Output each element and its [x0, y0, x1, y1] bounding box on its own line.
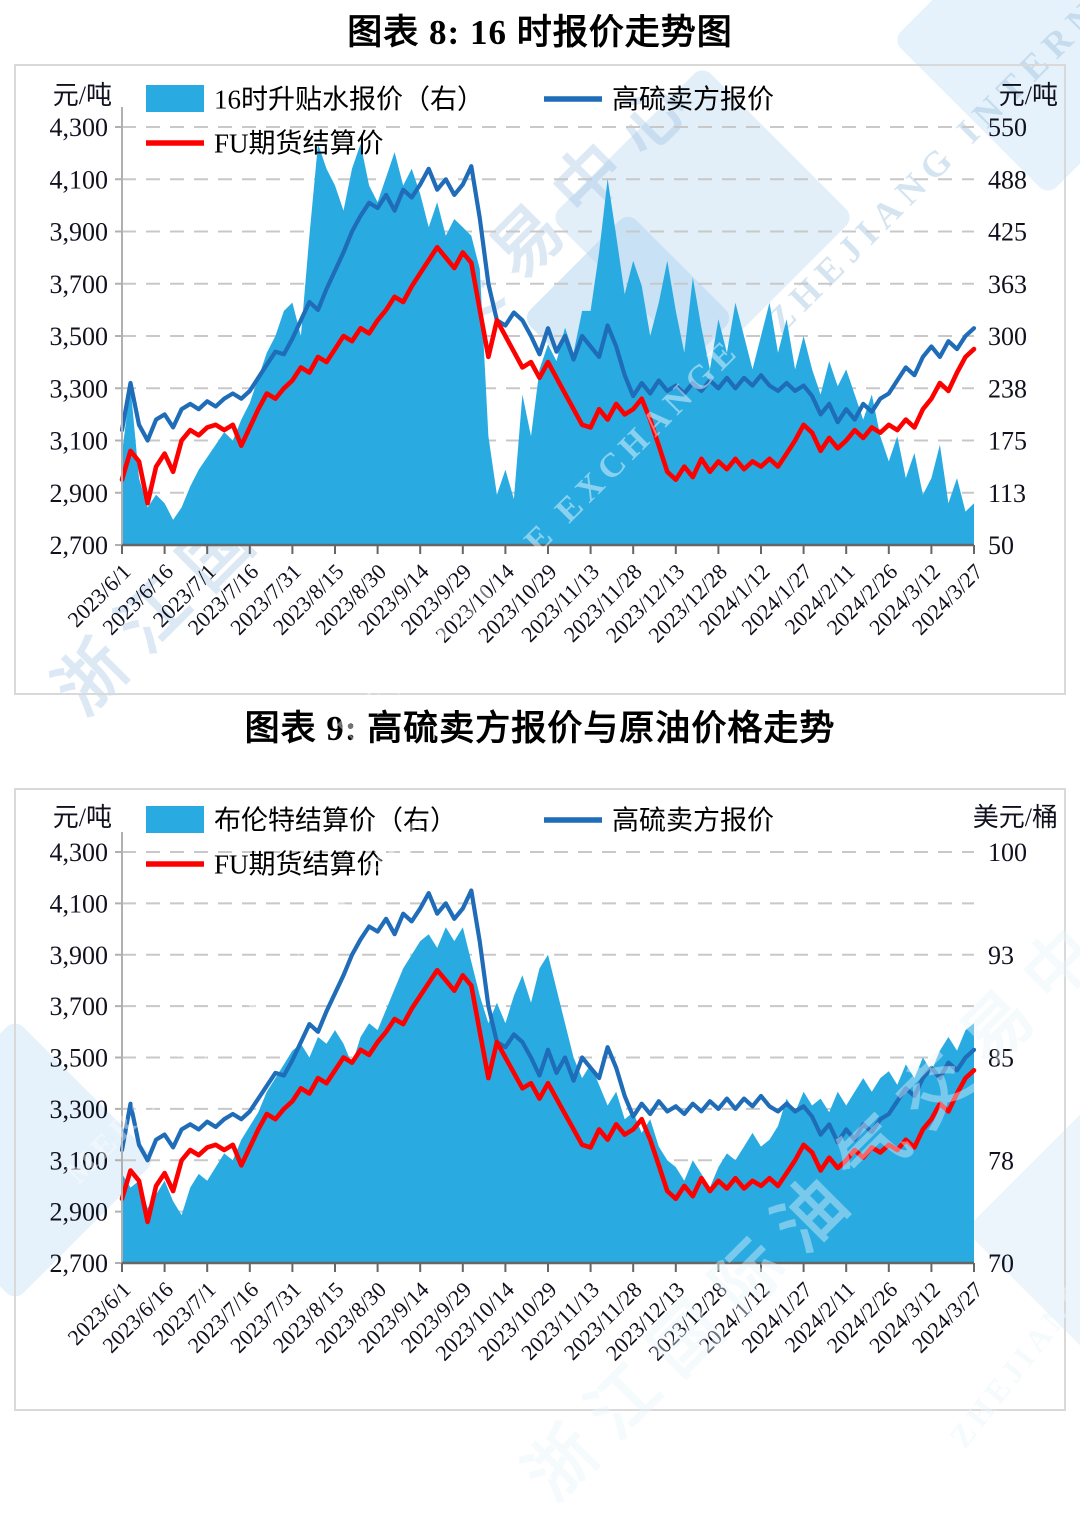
legend: 布伦特结算价（右） 高硫卖方报价 FU期货结算价 [146, 805, 774, 879]
y-left-tick: 2,900 [50, 479, 109, 508]
chart-9-figure: 4,300 100 4,100 3,900 93 3,700 3,500 85 3,300 3,1… [50, 803, 1059, 1365]
y-left-tick: 2,700 [50, 1249, 109, 1278]
line-series-1 [119, 888, 977, 1163]
chart-8-panel: 4,300 550 4,100 488 3,900 425 3,700 363 3,500 300… [14, 64, 1066, 695]
series [119, 888, 977, 1263]
y-right-tick: 550 [988, 113, 1027, 142]
y-left-tick: 3,700 [50, 992, 109, 1021]
y-left-tick: 3,500 [50, 322, 109, 351]
series [119, 143, 977, 545]
y-left-unit: 元/吨 [53, 81, 112, 110]
x-axis-labels: 2023/6/12023/6/162023/7/12023/7/162023/7… [63, 1263, 988, 1365]
y-right-tick: 238 [988, 374, 1027, 403]
report-page: { "watermark": { "org_cn": "浙江国际油气交易中心",… [0, 0, 1080, 1411]
y-left-tick: 3,100 [50, 1146, 109, 1175]
legend-label-area: 布伦特结算价（右） [214, 805, 457, 835]
legend-label-blue-line: 高硫卖方报价 [612, 805, 774, 835]
y-left-tick: 3,500 [50, 1044, 109, 1073]
y-right-unit: 美元/桶 [973, 803, 1058, 832]
area-series-0 [122, 143, 974, 545]
y-right-tick: 175 [988, 427, 1027, 456]
y-left-tick: 3,900 [50, 941, 109, 970]
y-right-tick: 113 [988, 479, 1026, 508]
y-left-tick: 4,300 [50, 838, 109, 867]
y-left-tick: 3,900 [50, 218, 109, 247]
chart-9-panel: 4,300 100 4,100 3,900 93 3,700 3,500 85 3,300 3,1… [14, 788, 1066, 1411]
y-left-tick: 3,700 [50, 270, 109, 299]
y-right-tick: 425 [988, 218, 1027, 247]
y-left-tick: 4,100 [50, 165, 109, 194]
legend-label-red-line: FU期货结算价 [214, 128, 384, 158]
y-right-unit: 元/吨 [999, 81, 1058, 110]
y-left-tick: 3,100 [50, 427, 109, 456]
legend-label-area: 16时升贴水报价（右） [214, 84, 484, 114]
y-right-tick: 488 [988, 165, 1027, 194]
y-left-tick: 3,300 [50, 374, 109, 403]
legend-label-red-line: FU期货结算价 [214, 849, 384, 879]
line-series-2 [119, 967, 977, 1225]
chart-8-figure: 4,300 550 4,100 488 3,900 425 3,700 363 3,500 300… [50, 81, 1059, 647]
y-left-tick: 2,700 [50, 531, 109, 560]
chart-8-title: 图表 8: 16 时报价走势图 [347, 13, 733, 52]
y-left-tick: 2,900 [50, 1198, 109, 1227]
legend: 16时升贴水报价（右） 高硫卖方报价 FU期货结算价 [146, 84, 774, 158]
y-right-tick: 363 [988, 270, 1027, 299]
y-right-tick: 85 [988, 1044, 1014, 1073]
y-right-tick: 100 [988, 838, 1027, 867]
x-axis-labels: 2023/6/12023/6/162023/7/12023/7/162023/7… [63, 545, 988, 647]
y-left-unit: 元/吨 [53, 803, 112, 832]
y-left-tick: 4,100 [50, 889, 109, 918]
y-right-tick: 50 [988, 531, 1014, 560]
y-right-tick: 93 [988, 941, 1014, 970]
legend-swatch-area [146, 806, 204, 833]
chart-9-title: 图表 9: 高硫卖方报价与原油价格走势 [244, 709, 836, 748]
y-right-tick: 78 [988, 1146, 1014, 1175]
y-left-tick: 3,300 [50, 1095, 109, 1124]
legend-swatch-area [146, 85, 204, 112]
y-right-tick: 300 [988, 322, 1027, 351]
area-series-0 [122, 927, 974, 1263]
y-left-tick: 4,300 [50, 113, 109, 142]
legend-label-blue-line: 高硫卖方报价 [612, 84, 774, 114]
y-right-tick: 70 [988, 1249, 1014, 1278]
